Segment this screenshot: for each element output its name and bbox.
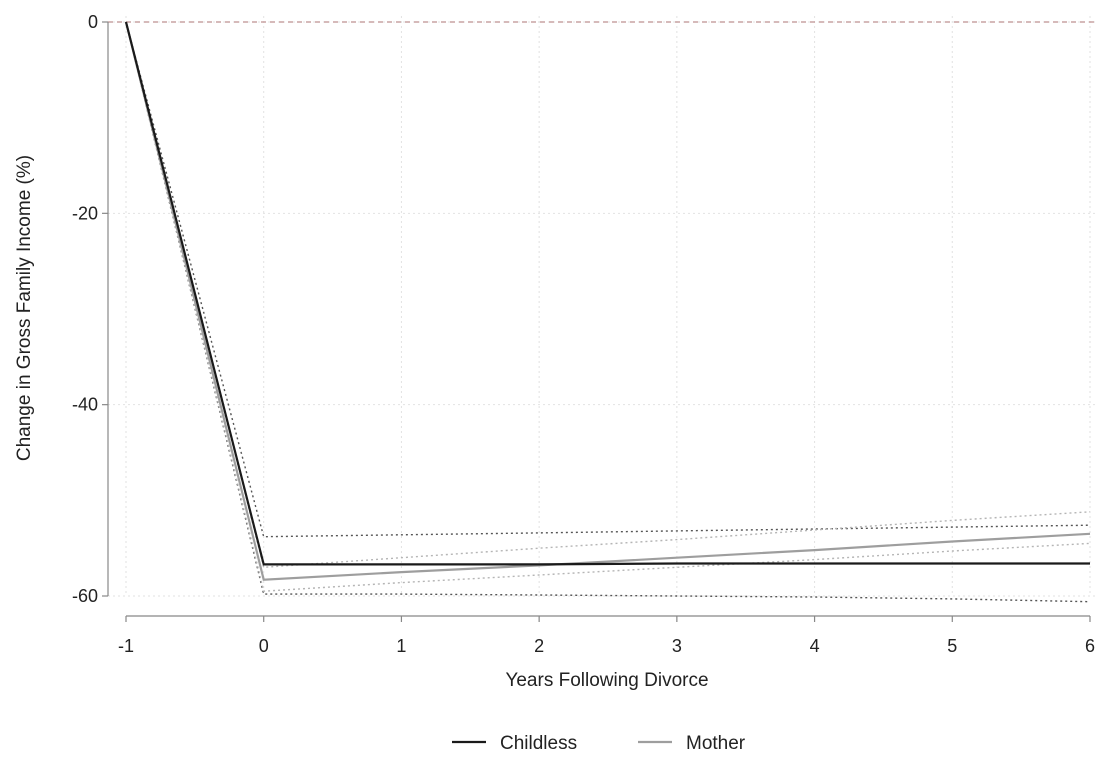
y-tick-label: -20 bbox=[72, 203, 98, 223]
x-tick-label: 3 bbox=[672, 636, 682, 656]
x-tick-label: 0 bbox=[259, 636, 269, 656]
x-tick-label: 4 bbox=[810, 636, 820, 656]
x-tick-label: 2 bbox=[534, 636, 544, 656]
legend-label-mother: Mother bbox=[686, 733, 746, 754]
x-tick-label: 6 bbox=[1085, 636, 1095, 656]
y-tick-label: 0 bbox=[88, 12, 98, 32]
series-line-mother bbox=[124, 21, 1091, 581]
confidence-bands bbox=[125, 21, 1091, 603]
x-tick-label: 5 bbox=[947, 636, 957, 656]
y-tick-label: -60 bbox=[72, 586, 98, 606]
x-axis-title: Years Following Divorce bbox=[505, 670, 708, 691]
grid bbox=[108, 16, 1096, 597]
x-tick-label: -1 bbox=[118, 636, 134, 656]
series-lines bbox=[124, 21, 1091, 581]
y-axis-title: Change in Gross Family Income (%) bbox=[14, 155, 35, 461]
ci-upper-childless bbox=[125, 21, 1091, 538]
axes: 0 -20 -40 -60 -1 0 1 2 3 4 5 6 bbox=[72, 12, 1095, 656]
y-tick-label: -40 bbox=[72, 395, 98, 415]
legend: Childless Mother bbox=[452, 733, 746, 754]
series-line-childless bbox=[124, 21, 1090, 566]
ci-lower-mother bbox=[125, 21, 1091, 592]
ci-upper-mother bbox=[125, 21, 1091, 569]
x-tick-label: 1 bbox=[396, 636, 406, 656]
legend-label-childless: Childless bbox=[500, 733, 577, 754]
ci-lower-childless bbox=[125, 21, 1091, 603]
